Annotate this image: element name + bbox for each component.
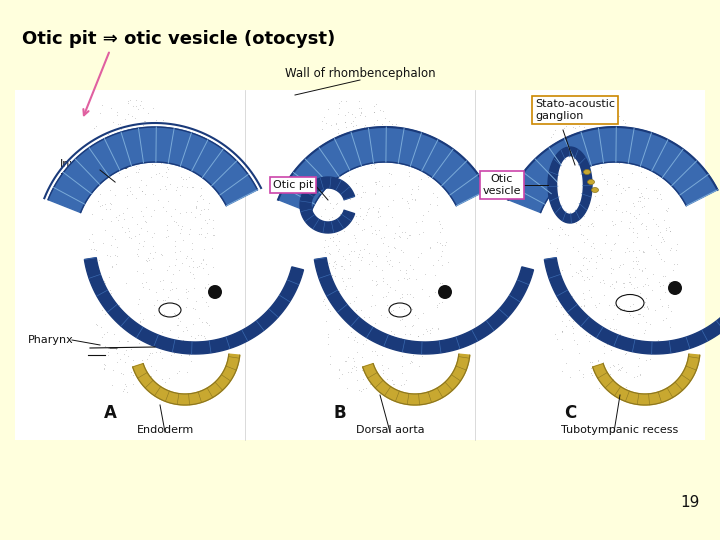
Ellipse shape xyxy=(588,179,595,185)
Text: Pharynx: Pharynx xyxy=(28,335,73,345)
Circle shape xyxy=(438,285,452,299)
Polygon shape xyxy=(544,258,720,354)
Polygon shape xyxy=(132,354,240,405)
Text: Tubotympanic recess: Tubotympanic recess xyxy=(562,425,679,435)
Text: Wall of rhombencephalon: Wall of rhombencephalon xyxy=(284,67,436,80)
Polygon shape xyxy=(548,147,592,223)
Text: Otic pit ⇒ otic vesicle (otocyst): Otic pit ⇒ otic vesicle (otocyst) xyxy=(22,30,336,48)
Circle shape xyxy=(668,281,682,295)
Text: Stato-acoustic
ganglion: Stato-acoustic ganglion xyxy=(535,99,615,121)
Text: A: A xyxy=(104,404,117,422)
Polygon shape xyxy=(300,177,355,233)
Text: 19: 19 xyxy=(680,495,700,510)
Text: Otic pit: Otic pit xyxy=(273,180,313,190)
Text: Invaginating
placode: Invaginating placode xyxy=(60,159,130,181)
Polygon shape xyxy=(363,354,469,405)
Polygon shape xyxy=(84,258,304,354)
Ellipse shape xyxy=(583,170,590,174)
Text: C: C xyxy=(564,404,576,422)
Text: Otic
vesicle: Otic vesicle xyxy=(482,174,521,196)
Ellipse shape xyxy=(592,187,598,192)
Bar xyxy=(15,90,705,440)
Text: Dorsal aorta: Dorsal aorta xyxy=(356,425,424,435)
Polygon shape xyxy=(508,127,717,213)
Polygon shape xyxy=(48,127,258,213)
Polygon shape xyxy=(278,127,487,213)
Text: B: B xyxy=(333,404,346,422)
Circle shape xyxy=(208,285,222,299)
Text: Endoderm: Endoderm xyxy=(136,425,194,435)
Polygon shape xyxy=(558,157,582,213)
Polygon shape xyxy=(315,258,534,354)
Polygon shape xyxy=(593,354,700,405)
